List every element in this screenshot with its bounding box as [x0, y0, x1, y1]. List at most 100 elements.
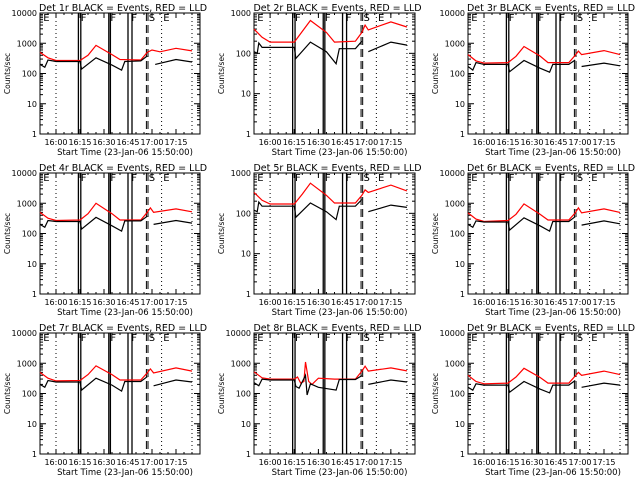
x-axis-label: Start Time (23-Jan-06 15:50:00) [272, 308, 408, 318]
interval-marker-label: F [110, 173, 116, 184]
interval-marker-label: S [577, 333, 583, 344]
interval-marker-label: F [81, 13, 87, 24]
series-events-line [253, 199, 407, 221]
y-axis-label: Counts/sec [431, 213, 440, 254]
interval-marker-label: E [591, 13, 597, 24]
x-tick-label: 16:45 [116, 458, 139, 467]
y-tick-label: 10 [241, 90, 251, 99]
interval-marker-label: F [346, 173, 352, 184]
y-tick-label: 1 [246, 290, 251, 299]
x-tick-label: 16:15 [283, 138, 306, 147]
interval-marker-label: F [509, 333, 515, 344]
series-lld-line [467, 203, 621, 223]
y-tick-label: 1000 [231, 359, 251, 368]
series-lld-line [253, 361, 408, 386]
x-tick-label: 17:00 [355, 298, 378, 307]
plot-frame [253, 332, 416, 455]
x-axis-label: Start Time (23-Jan-06 15:50:00) [57, 148, 193, 158]
series-events-line [39, 376, 193, 393]
y-tick-label: 1000 [445, 39, 465, 48]
y-tick-label: 1000 [17, 39, 37, 48]
y-tick-label: 10 [27, 100, 37, 109]
x-tick-label: 17:15 [592, 298, 615, 307]
x-tick-label: 16:30 [92, 138, 115, 147]
panel-det-8: 1 10 100 1000 10000 16:00 16:15 16:30 16:45 17:00… [217, 323, 422, 478]
interval-marker-label: F [325, 173, 331, 184]
x-tick-label: 16:30 [520, 138, 543, 147]
x-tick-label: 16:00 [44, 298, 67, 307]
x-tick-label: 16:00 [259, 298, 282, 307]
x-tick-label: 17:15 [592, 138, 615, 147]
x-tick-label: 16:30 [520, 298, 543, 307]
interval-marker-label: E [163, 333, 169, 344]
plot-frame [253, 172, 416, 295]
series-events-line [467, 380, 621, 394]
interval-marker-label: F [81, 173, 87, 184]
x-tick-label: 17:00 [140, 458, 163, 467]
panel-det-3: 1 10 100 1000 10000 16:00 16:15 16:30 16:45 17:00… [431, 3, 635, 158]
panel-det-6: 1 10 100 1000 10000 16:00 16:15 16:30 16:45 17:00… [431, 163, 635, 318]
x-tick-label: 16:00 [44, 138, 67, 147]
y-tick-label: 1 [32, 130, 37, 139]
x-axis-label: Start Time (23-Jan-06 15:50:00) [485, 148, 621, 158]
interval-marker-label: S [149, 13, 155, 24]
x-tick-label: 16:15 [68, 138, 91, 147]
interval-marker-label: E [378, 13, 384, 24]
y-tick-label: 100 [22, 230, 37, 239]
series-lld-line [39, 365, 193, 382]
interval-marker-label: S [149, 173, 155, 184]
panel-title: Det 2r BLACK = Events, RED = LLD [253, 3, 421, 14]
series-lld-line [253, 182, 408, 205]
panel-det-2: 1 10 100 1000 16:00 16:15 16:30 16:45 17:00 17:15… [217, 3, 422, 158]
y-tick-label: 10000 [12, 9, 37, 18]
y-tick-label: 1000 [231, 9, 251, 18]
panel-det-1: 1 10 100 1000 10000 16:00 16:15 16:30 16:45 17:00… [3, 3, 207, 158]
y-tick-label: 100 [450, 230, 465, 239]
interval-marker-label: E [257, 13, 263, 24]
y-tick-label: 10 [455, 420, 465, 429]
x-tick-label: 16:15 [496, 298, 519, 307]
x-tick-label: 16:30 [520, 458, 543, 467]
y-tick-label: 100 [236, 390, 251, 399]
y-tick-label: 10000 [440, 169, 465, 178]
plot-frame [39, 172, 201, 295]
plot-frame [39, 332, 201, 455]
interval-marker-label: F [110, 13, 116, 24]
series-lld-line [39, 44, 193, 62]
x-tick-label: 16:15 [496, 458, 519, 467]
interval-marker-label: F [559, 13, 565, 24]
x-tick-label: 16:15 [68, 458, 91, 467]
x-tick-label: 17:15 [164, 298, 187, 307]
interval-marker-label: F [295, 173, 301, 184]
interval-marker-label: E [471, 13, 477, 24]
x-tick-label: 16:30 [92, 458, 115, 467]
x-tick-label: 17:15 [592, 458, 615, 467]
x-tick-label: 16:45 [116, 138, 139, 147]
x-tick-label: 17:00 [140, 298, 163, 307]
interval-marker-label: F [559, 173, 565, 184]
y-tick-label: 1 [460, 130, 465, 139]
x-tick-label: 16:00 [472, 458, 495, 467]
y-tick-label: 1000 [445, 199, 465, 208]
plot-frame [467, 172, 629, 295]
y-tick-label: 100 [450, 70, 465, 79]
y-tick-label: 10000 [440, 329, 465, 338]
x-tick-label: 17:15 [379, 298, 402, 307]
interval-marker-label: E [257, 173, 263, 184]
y-tick-label: 1000 [17, 199, 37, 208]
interval-marker-label: F [559, 333, 565, 344]
series-events-line [467, 216, 621, 232]
x-axis-label: Start Time (23-Jan-06 15:50:00) [485, 468, 621, 478]
interval-marker-label: F [110, 333, 116, 344]
plot-frame [467, 332, 629, 455]
x-tick-label: 16:30 [307, 458, 330, 467]
y-axis-label: Counts/sec [431, 373, 440, 414]
panel-det-5: 1 10 100 1000 16:00 16:15 16:30 16:45 17:00 17:15… [217, 163, 422, 318]
y-tick-label: 1 [32, 450, 37, 459]
panel-det-9: 1 10 100 1000 10000 16:00 16:15 16:30 16:45 17:00… [431, 323, 635, 478]
interval-marker-label: S [363, 173, 369, 184]
x-tick-label: 16:00 [259, 138, 282, 147]
panel-det-7: 1 10 100 1000 10000 16:00 16:15 16:30 16:45 17:00… [3, 323, 207, 478]
series-events-line [253, 373, 407, 396]
interval-marker-label: E [43, 173, 49, 184]
